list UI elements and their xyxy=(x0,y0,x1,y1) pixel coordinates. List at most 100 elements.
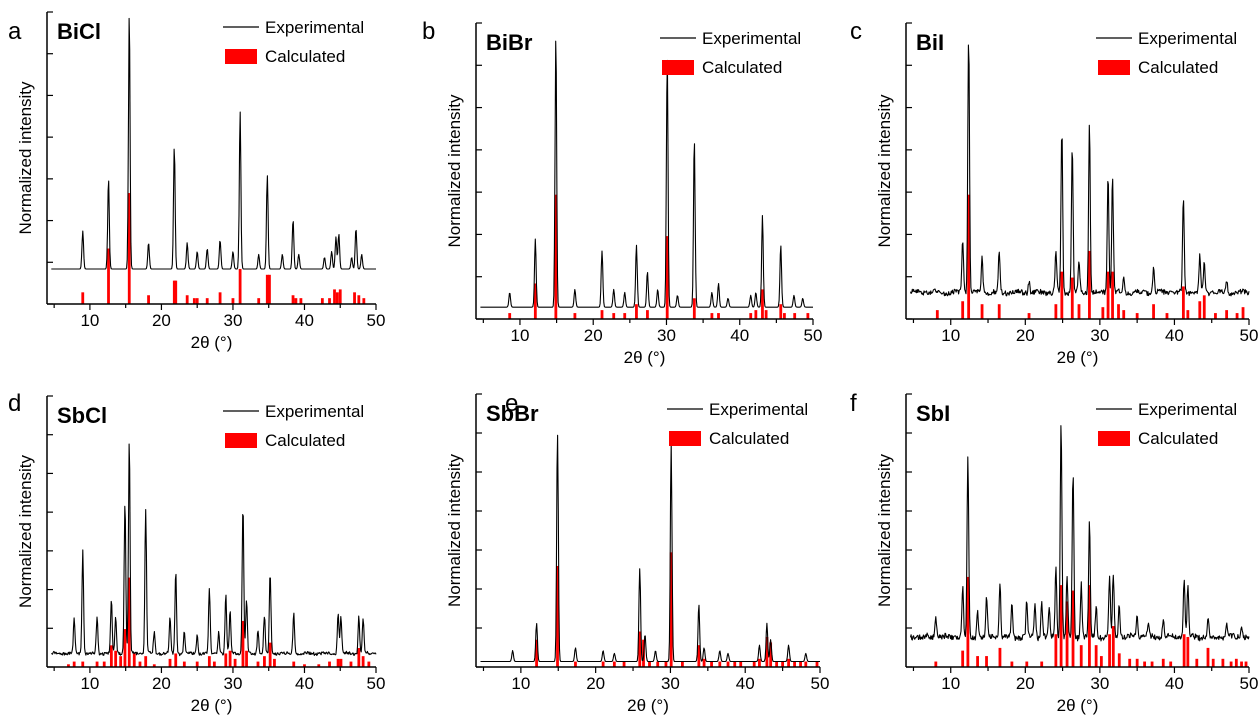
panel-b: b 10 20 30 40 50 2θ (°) Normalized intensity BiB… xyxy=(422,18,822,367)
calculated-stick xyxy=(815,661,819,667)
calculated-stick xyxy=(799,661,802,667)
calculated-stick xyxy=(726,661,730,667)
calculated-stick xyxy=(1094,645,1098,667)
calculated-stick xyxy=(185,295,189,304)
calculated-stick xyxy=(1010,661,1014,667)
calculated-stick xyxy=(623,313,627,319)
experimental-line xyxy=(51,17,376,270)
x-tick-label: 30 xyxy=(223,674,242,693)
x-tick-label: 20 xyxy=(1016,674,1035,693)
calculated-stick xyxy=(1169,661,1173,667)
x-axis-label: 2θ (°) xyxy=(1057,696,1099,715)
calculated-stick xyxy=(299,298,303,304)
legend-bar-swatch xyxy=(1098,60,1130,75)
x-tick-label: 50 xyxy=(367,311,386,330)
panel-f: f 10 20 30 40 50 2θ (°) Normalized intensity SbI… xyxy=(850,390,1258,715)
legend-calculated-label: Calculated xyxy=(709,429,789,448)
calculated-stick xyxy=(132,653,136,667)
panel-letter: a xyxy=(8,18,22,45)
calculated-stick xyxy=(119,656,123,667)
calculated-stick xyxy=(1152,304,1155,319)
x-tick-label: 40 xyxy=(736,674,755,693)
calculated-stick xyxy=(367,661,371,667)
calculated-stick xyxy=(697,645,701,667)
calculated-stick xyxy=(333,289,336,304)
calculated-stick xyxy=(1111,626,1115,667)
x-tick-label: 10 xyxy=(80,311,99,330)
calculated-stick xyxy=(1211,658,1215,667)
calculated-stick xyxy=(692,298,696,319)
calculated-stick xyxy=(1111,271,1114,319)
x-tick-label: 40 xyxy=(295,674,314,693)
compound-label: BiCl xyxy=(57,19,101,44)
calculated-stick xyxy=(664,661,668,667)
calculated-stick xyxy=(147,295,150,304)
calculated-stick xyxy=(172,280,176,304)
calculated-stick xyxy=(1165,313,1169,319)
calculated-stick xyxy=(717,313,720,319)
x-tick-label: 40 xyxy=(730,326,749,345)
calculated-stick xyxy=(935,310,939,319)
legend: Experimental Calculated xyxy=(660,29,801,77)
calculated-stick xyxy=(533,283,537,319)
calculated-stick xyxy=(233,658,237,667)
legend-experimental-label: Experimental xyxy=(702,29,801,48)
calculated-stick xyxy=(1117,653,1121,667)
calculated-stick xyxy=(764,310,768,319)
x-tick-label: 20 xyxy=(584,326,603,345)
compound-label: SbI xyxy=(916,401,950,426)
calculated-stick xyxy=(1186,310,1190,319)
calculated-stick xyxy=(980,304,984,319)
calculated-sticks xyxy=(67,577,371,667)
calculated-stick xyxy=(72,661,76,667)
panel-d: d 10 20 30 40 50 2θ (°) Normalized intensity SbC… xyxy=(8,390,385,715)
calculated-stick xyxy=(783,313,786,319)
calculated-stick xyxy=(793,313,797,319)
calculated-stick xyxy=(806,313,810,319)
calculated-stick xyxy=(174,280,178,304)
calculated-stick xyxy=(95,661,99,667)
calculated-stick xyxy=(612,661,616,667)
calculated-stick xyxy=(1229,661,1233,667)
calculated-stick xyxy=(1150,661,1154,667)
calculated-stick xyxy=(804,661,808,667)
calculated-stick xyxy=(238,268,242,304)
calculated-stick xyxy=(338,289,342,304)
experimental-line xyxy=(50,443,377,657)
calculated-stick xyxy=(1202,295,1206,319)
calculated-stick xyxy=(758,658,761,667)
calculated-stick xyxy=(1060,271,1064,319)
calculated-stick xyxy=(109,645,113,667)
calculated-stick xyxy=(754,310,758,319)
calculated-stick xyxy=(508,313,512,319)
calculated-stick xyxy=(81,661,85,667)
x-tick-label: 50 xyxy=(1240,326,1258,345)
calculated-stick xyxy=(1101,307,1105,319)
calculated-stick xyxy=(646,310,649,319)
calculated-stick xyxy=(961,301,965,319)
calculated-stick xyxy=(648,661,651,667)
calculated-stick xyxy=(1065,601,1069,667)
calculated-stick xyxy=(123,629,127,667)
calculated-stick xyxy=(257,298,261,304)
calculated-stick xyxy=(1108,634,1111,667)
calculated-stick xyxy=(775,661,779,667)
x-tick-label: 40 xyxy=(1165,674,1184,693)
y-axis-label: Normalized intensity xyxy=(445,453,464,607)
calculated-stick xyxy=(601,661,605,667)
calculated-stick xyxy=(303,664,306,667)
x-tick-label: 50 xyxy=(367,674,386,693)
x-tick-label: 20 xyxy=(1016,326,1035,345)
calculated-stick xyxy=(1143,661,1147,667)
calculated-stick xyxy=(1181,286,1185,319)
calculated-stick xyxy=(635,304,638,319)
calculated-stick xyxy=(339,658,343,667)
calculated-stick xyxy=(1088,585,1091,667)
calculated-stick xyxy=(554,194,558,319)
calculated-stick xyxy=(294,298,298,304)
calculated-sticks xyxy=(935,194,1245,319)
calculated-stick xyxy=(328,298,331,304)
legend-bar-swatch xyxy=(225,49,257,64)
calculated-stick xyxy=(1070,277,1074,319)
x-tick-label: 10 xyxy=(941,326,960,345)
